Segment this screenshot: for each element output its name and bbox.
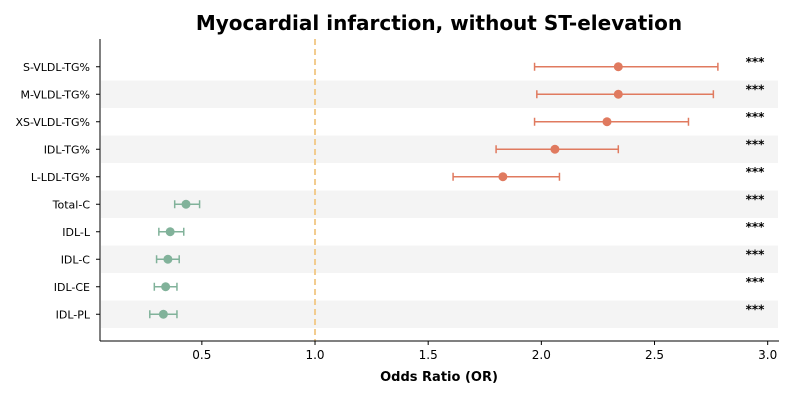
- category-label: S-VLDL-TG%: [23, 61, 90, 74]
- or-point: [498, 172, 508, 182]
- significance-label: ***: [746, 275, 766, 289]
- x-tick-label: 2.0: [532, 348, 551, 362]
- row-band: [101, 245, 778, 273]
- x-tick-label: 2.5: [645, 348, 664, 362]
- x-tick-label: 1.5: [419, 348, 438, 362]
- category-label: IDL-C: [61, 253, 91, 266]
- or-point: [161, 282, 171, 292]
- significance-label: ***: [746, 247, 766, 261]
- significance-label: ***: [746, 55, 766, 69]
- x-tick-label: 1.0: [305, 348, 324, 362]
- x-tick-label: 3.0: [758, 348, 777, 362]
- significance-label: ***: [746, 220, 766, 234]
- category-label: M-VLDL-TG%: [20, 88, 90, 101]
- or-point: [158, 309, 168, 319]
- significance-label: ***: [746, 192, 766, 206]
- or-point: [550, 144, 560, 154]
- significance-label: ***: [746, 302, 766, 316]
- row-band: [101, 300, 778, 328]
- x-tick-label: 0.5: [192, 348, 211, 362]
- category-label: L-LDL-TG%: [31, 171, 90, 184]
- or-point: [163, 254, 173, 264]
- or-point: [602, 117, 612, 127]
- category-label: IDL-CE: [54, 281, 90, 294]
- significance-label: ***: [746, 110, 766, 124]
- chart-title: Myocardial infarction, without ST-elevat…: [196, 11, 682, 35]
- row-band: [101, 135, 778, 163]
- significance-label: ***: [746, 165, 766, 179]
- or-point: [613, 62, 623, 72]
- significance-label: ***: [746, 82, 766, 96]
- or-point: [181, 199, 191, 209]
- category-label: IDL-L: [62, 226, 91, 239]
- x-axis-label: Odds Ratio (OR): [380, 370, 498, 385]
- or-point: [613, 89, 623, 99]
- row-shading-layer: [101, 80, 778, 328]
- category-label: IDL-PL: [56, 308, 91, 321]
- axes-layer: S-VLDL-TG% M-VLDL-TG% XS-VLDL-TG% IDL-TG% L-…: [15, 39, 779, 362]
- category-label: IDL-TG%: [44, 143, 90, 156]
- row-band: [101, 190, 778, 218]
- significance-label: ***: [746, 137, 766, 151]
- data-marks-layer: *** *** *** *** *** *** *** *** *** ***: [149, 55, 766, 319]
- category-label: Total-C: [52, 198, 91, 211]
- category-label: XS-VLDL-TG%: [15, 116, 90, 129]
- or-point: [165, 227, 175, 237]
